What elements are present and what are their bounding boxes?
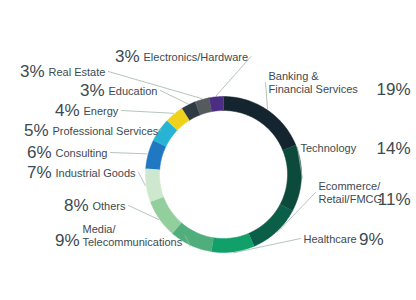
svg-text:5%: 5% (24, 121, 49, 140)
svg-text:Consulting: Consulting (56, 147, 108, 159)
svg-text:Electronics/Hardware: Electronics/Hardware (144, 51, 249, 63)
svg-text:4%: 4% (55, 101, 80, 120)
svg-text:9%: 9% (55, 231, 80, 250)
svg-text:Ecommerce/Retail/FMCG: Ecommerce/Retail/FMCG (319, 180, 383, 205)
svg-text:3%: 3% (20, 62, 45, 81)
svg-text:6%: 6% (27, 143, 52, 162)
svg-text:14%: 14% (376, 139, 410, 158)
svg-text:Technology: Technology (301, 142, 357, 154)
svg-text:Media/Telecommunications: Media/Telecommunications (83, 223, 183, 248)
svg-text:3%: 3% (80, 81, 105, 100)
svg-text:9%: 9% (359, 230, 384, 249)
svg-text:Industrial Goods: Industrial Goods (56, 167, 137, 179)
svg-text:11%: 11% (378, 190, 411, 209)
svg-text:Energy: Energy (84, 105, 119, 117)
svg-text:Education: Education (109, 85, 158, 97)
svg-text:Others: Others (93, 200, 127, 212)
svg-text:Professional Services: Professional Services (53, 125, 159, 137)
svg-text:Real Estate: Real Estate (49, 66, 106, 78)
svg-text:Banking &Financial Services: Banking &Financial Services (269, 70, 359, 95)
svg-text:7%: 7% (27, 163, 52, 182)
svg-text:3%: 3% (115, 47, 140, 66)
svg-text:Healthcare: Healthcare (304, 233, 357, 245)
svg-text:8%: 8% (64, 196, 89, 215)
svg-text:19%: 19% (376, 80, 410, 99)
